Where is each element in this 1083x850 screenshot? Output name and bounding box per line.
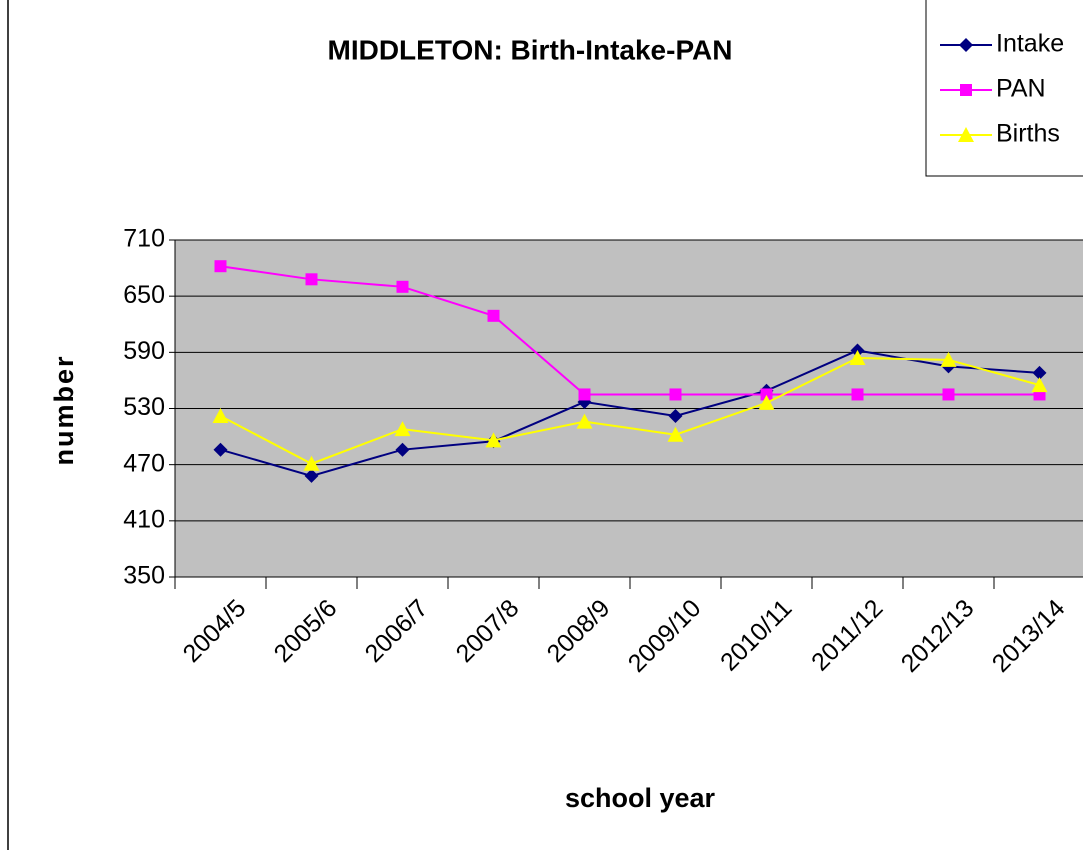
marker	[396, 280, 409, 293]
marker	[212, 407, 229, 423]
chart-title: MIDDLETON: Birth-Intake-PAN	[328, 34, 733, 65]
legend-box	[925, 0, 1083, 177]
series-line	[220, 265, 1040, 396]
marker	[394, 421, 411, 437]
marker	[304, 468, 319, 483]
legend-label: Intake	[996, 30, 1064, 58]
marker	[940, 351, 957, 367]
y-tick-label: 650	[123, 281, 165, 309]
marker	[849, 349, 866, 365]
marker	[942, 388, 955, 401]
marker	[669, 388, 682, 401]
marker	[851, 388, 864, 401]
marker	[303, 455, 320, 471]
marker	[958, 127, 974, 142]
marker	[1032, 365, 1047, 380]
series-line	[220, 356, 1040, 465]
marker	[1031, 377, 1048, 393]
marker	[578, 388, 591, 401]
marker	[668, 408, 683, 423]
y-tick-label: 410	[123, 505, 165, 533]
y-tick-label: 350	[123, 562, 165, 590]
marker	[576, 413, 593, 429]
marker	[214, 260, 227, 273]
legend-label: Births	[996, 120, 1060, 148]
y-tick-label: 590	[123, 337, 165, 365]
legend: Intake PAN Births	[925, 0, 1083, 177]
marker	[960, 84, 972, 96]
marker	[487, 309, 500, 322]
y-tick-label: 530	[123, 393, 165, 421]
marker	[485, 432, 502, 448]
y-axis-label: number	[49, 354, 79, 465]
marker	[305, 273, 318, 286]
legend-label: PAN	[996, 75, 1046, 103]
marker	[667, 426, 684, 442]
marker	[959, 38, 973, 52]
marker	[395, 442, 410, 457]
x-axis-label: school year	[565, 783, 716, 813]
marker	[758, 394, 775, 410]
marker	[213, 442, 228, 457]
marker	[760, 388, 773, 401]
y-tick-label: 470	[123, 449, 165, 477]
y-tick-label: 710	[123, 225, 165, 253]
